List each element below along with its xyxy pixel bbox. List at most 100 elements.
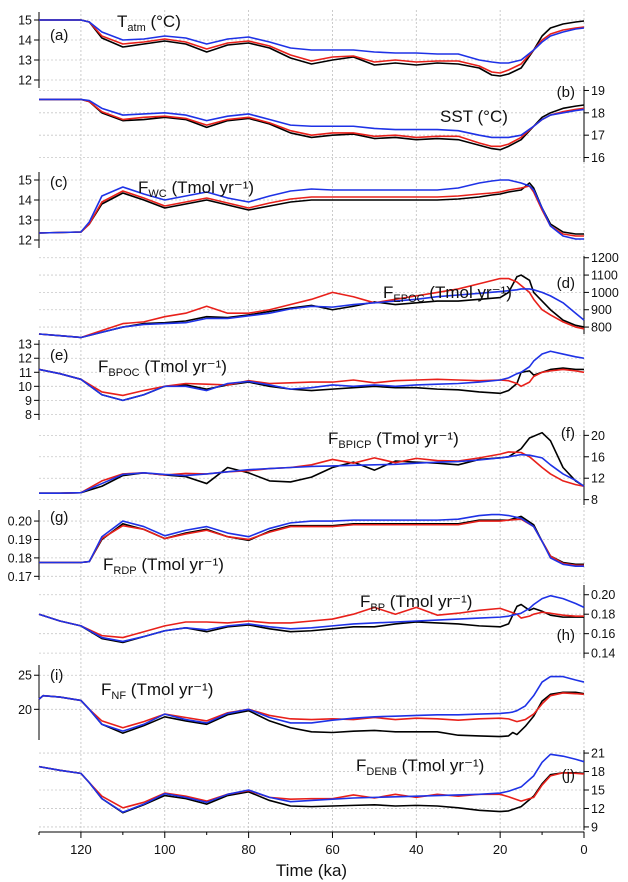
panel-i-title-main: F (101, 680, 111, 699)
panel-h-y-tick-label: 0.20 (591, 588, 615, 602)
panel-b-series-s3 (39, 98, 585, 139)
panel-g-y-tick-label: 0.18 (8, 551, 32, 565)
panel-f-letter: (f) (561, 425, 575, 442)
panel-b-y-tick-label: 17 (591, 129, 605, 143)
panel-a-y-tick-label: 13 (18, 54, 32, 68)
panel-e-y-tick-label: 8 (25, 408, 32, 422)
panel-j-y-tick-label: 12 (591, 802, 605, 816)
x-tick-label-60: 60 (325, 842, 339, 857)
panel-c-y-tick-label: 13 (18, 214, 32, 228)
panel-f-title: FBPICP (Tmol yr⁻¹) (328, 429, 459, 451)
panel-a-title: Tatm (°C) (117, 12, 181, 34)
panel-a-series-s3 (39, 19, 585, 64)
panel-j-title-sub: DENB (366, 766, 397, 778)
panel-d-title-main: F (383, 283, 393, 302)
panel-g-title-main: F (103, 555, 113, 574)
panel-c-title-sub: WC (148, 188, 166, 200)
panel-i-title-unit: (Tmol yr⁻¹) (126, 680, 213, 699)
panel-f-title-sub: BPICP (338, 439, 371, 451)
panel-f-y-tick-label: 16 (591, 450, 605, 464)
panel-d-y-tick-label: 800 (591, 321, 612, 335)
panel-b-y-tick-label: 16 (591, 151, 605, 165)
panel-f-y-tick-label: 20 (591, 429, 605, 443)
panel-c-letter: (c) (50, 174, 68, 191)
panel-a-title-main: T (117, 12, 127, 31)
panel-c-series-s1 (38, 182, 584, 235)
panel-a-title-sub: atm (127, 22, 145, 34)
panel-f-series-s1 (39, 431, 585, 495)
panel-e-y-tick-label: 11 (19, 366, 32, 380)
panel-g-y-tick-label: 0.17 (8, 570, 32, 584)
panel-i: 20 25 (i) FNF (Tmol yr⁻¹) (18, 665, 585, 740)
panel-i-title-sub: NF (111, 690, 126, 702)
x-axis: Time (ka) 120 100 80 60 40 20 0 (38, 831, 588, 880)
x-tick-label-80: 80 (241, 842, 255, 857)
panel-h-series-s2 (38, 606, 584, 639)
x-tick-label-0: 0 (580, 842, 587, 857)
panel-c-series-s2 (38, 185, 584, 237)
panel-f-title-unit: (Tmol yr⁻¹) (371, 429, 458, 448)
panel-f-series-s3 (39, 453, 585, 495)
panel-d-y-tick-label: 900 (591, 303, 612, 317)
panel-i-series-s3 (38, 675, 585, 732)
x-tick-label-100: 100 (154, 842, 176, 857)
panel-j: 9 12 15 18 21 (j) FDENB (Tmol yr⁻¹) (38, 747, 605, 834)
panel-g-series-s1 (39, 515, 584, 566)
panel-e-title-main: F (98, 357, 108, 376)
panel-g-title: FRDP (Tmol yr⁻¹) (103, 555, 224, 577)
panel-c-y-tick-label: 14 (18, 194, 32, 208)
panel-i-title: FNF (Tmol yr⁻¹) (101, 680, 213, 702)
panel-j-y-tick-label: 15 (591, 784, 605, 798)
panel-e-series-s3 (38, 350, 585, 402)
panel-j-title-main: F (356, 756, 366, 775)
panel-i-series-s1 (38, 691, 585, 738)
panel-j-letter: (j) (562, 767, 575, 784)
panel-j-y-tick-label: 9 (591, 820, 598, 834)
panel-e-title: FBPOC (Tmol yr⁻¹) (98, 357, 227, 379)
panel-d-title: FEPOC (Tmol yr⁻¹) (383, 283, 512, 305)
panel-j-y-tick-label: 21 (591, 747, 605, 761)
panel-d-series-s3 (38, 288, 585, 339)
panel-g-series-s2 (39, 518, 584, 567)
panel-h-series-s3 (38, 594, 585, 643)
x-axis-label: Time (ka) (276, 861, 347, 880)
panel-j-series-s2 (38, 765, 585, 809)
panel-e-y-tick-label: 10 (18, 380, 32, 394)
panel-j-title: FDENB (Tmol yr⁻¹) (356, 756, 484, 778)
panel-i-y-tick-label: 20 (18, 703, 32, 717)
panel-g-title-unit: (Tmol yr⁻¹) (137, 555, 224, 574)
panel-h-title-main: F (360, 592, 370, 611)
panel-g: 0.17 0.18 0.19 0.20 (g) FRDP (Tmol yr⁻¹) (8, 509, 584, 584)
panel-c-y-tick-label: 12 (18, 234, 32, 248)
panel-a: 12 13 14 15 (a) Tatm (°C) (18, 12, 585, 88)
panel-c-series-s3 (38, 179, 584, 240)
panel-h-title-unit: (Tmol yr⁻¹) (385, 592, 472, 611)
panel-j-title-unit: (Tmol yr⁻¹) (397, 756, 484, 775)
panel-b-title: SST (°C) (440, 107, 508, 126)
panel-b-letter: (b) (557, 84, 575, 101)
panel-e-y-tick-label: 9 (25, 394, 32, 408)
panel-f-title-main: F (328, 429, 338, 448)
panel-d-letter: (d) (557, 275, 575, 292)
panel-c-y-tick-label: 15 (18, 174, 32, 188)
panel-a-letter: (a) (50, 27, 68, 44)
panel-b-title-main: SST (°C) (440, 107, 508, 126)
panel-a-title-unit: (°C) (146, 12, 181, 31)
panel-d-y-tick-label: 1100 (591, 269, 618, 283)
panel-h: 0.14 0.16 0.18 0.20 (h) FBP (Tmol yr⁻¹) (38, 585, 615, 661)
panel-h-y-tick-label: 0.14 (591, 647, 615, 661)
panel-c-title-main: F (138, 178, 148, 197)
panel-d-title-sub: EPOC (393, 293, 424, 305)
panel-d-series-s1 (38, 274, 585, 339)
panel-j-series-s3 (38, 753, 585, 813)
panel-f: 8 12 16 20 (f) FBPICP (Tmol yr⁻¹) (39, 425, 605, 507)
panel-f-y-tick-label: 8 (591, 493, 598, 507)
panel-c-title: FWC (Tmol yr⁻¹) (138, 178, 254, 200)
panel-d-title-unit: (Tmol yr⁻¹) (425, 283, 512, 302)
panel-f-y-tick-label: 12 (591, 472, 605, 486)
panel-c: 12 13 14 15 (c) FWC (Tmol yr⁻¹) (18, 172, 584, 248)
panel-e-y-tick-label: 12 (18, 352, 32, 366)
panel-c-title-unit: (Tmol yr⁻¹) (167, 178, 254, 197)
